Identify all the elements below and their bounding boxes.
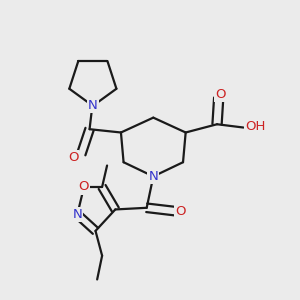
Text: H: H bbox=[249, 121, 258, 134]
Text: O: O bbox=[176, 205, 186, 218]
Text: O: O bbox=[79, 181, 89, 194]
Text: OH: OH bbox=[245, 120, 266, 134]
Text: N: N bbox=[148, 170, 158, 183]
Text: N: N bbox=[73, 208, 82, 221]
Text: O: O bbox=[68, 151, 78, 164]
Text: O: O bbox=[215, 88, 226, 101]
Text: N: N bbox=[88, 99, 98, 112]
